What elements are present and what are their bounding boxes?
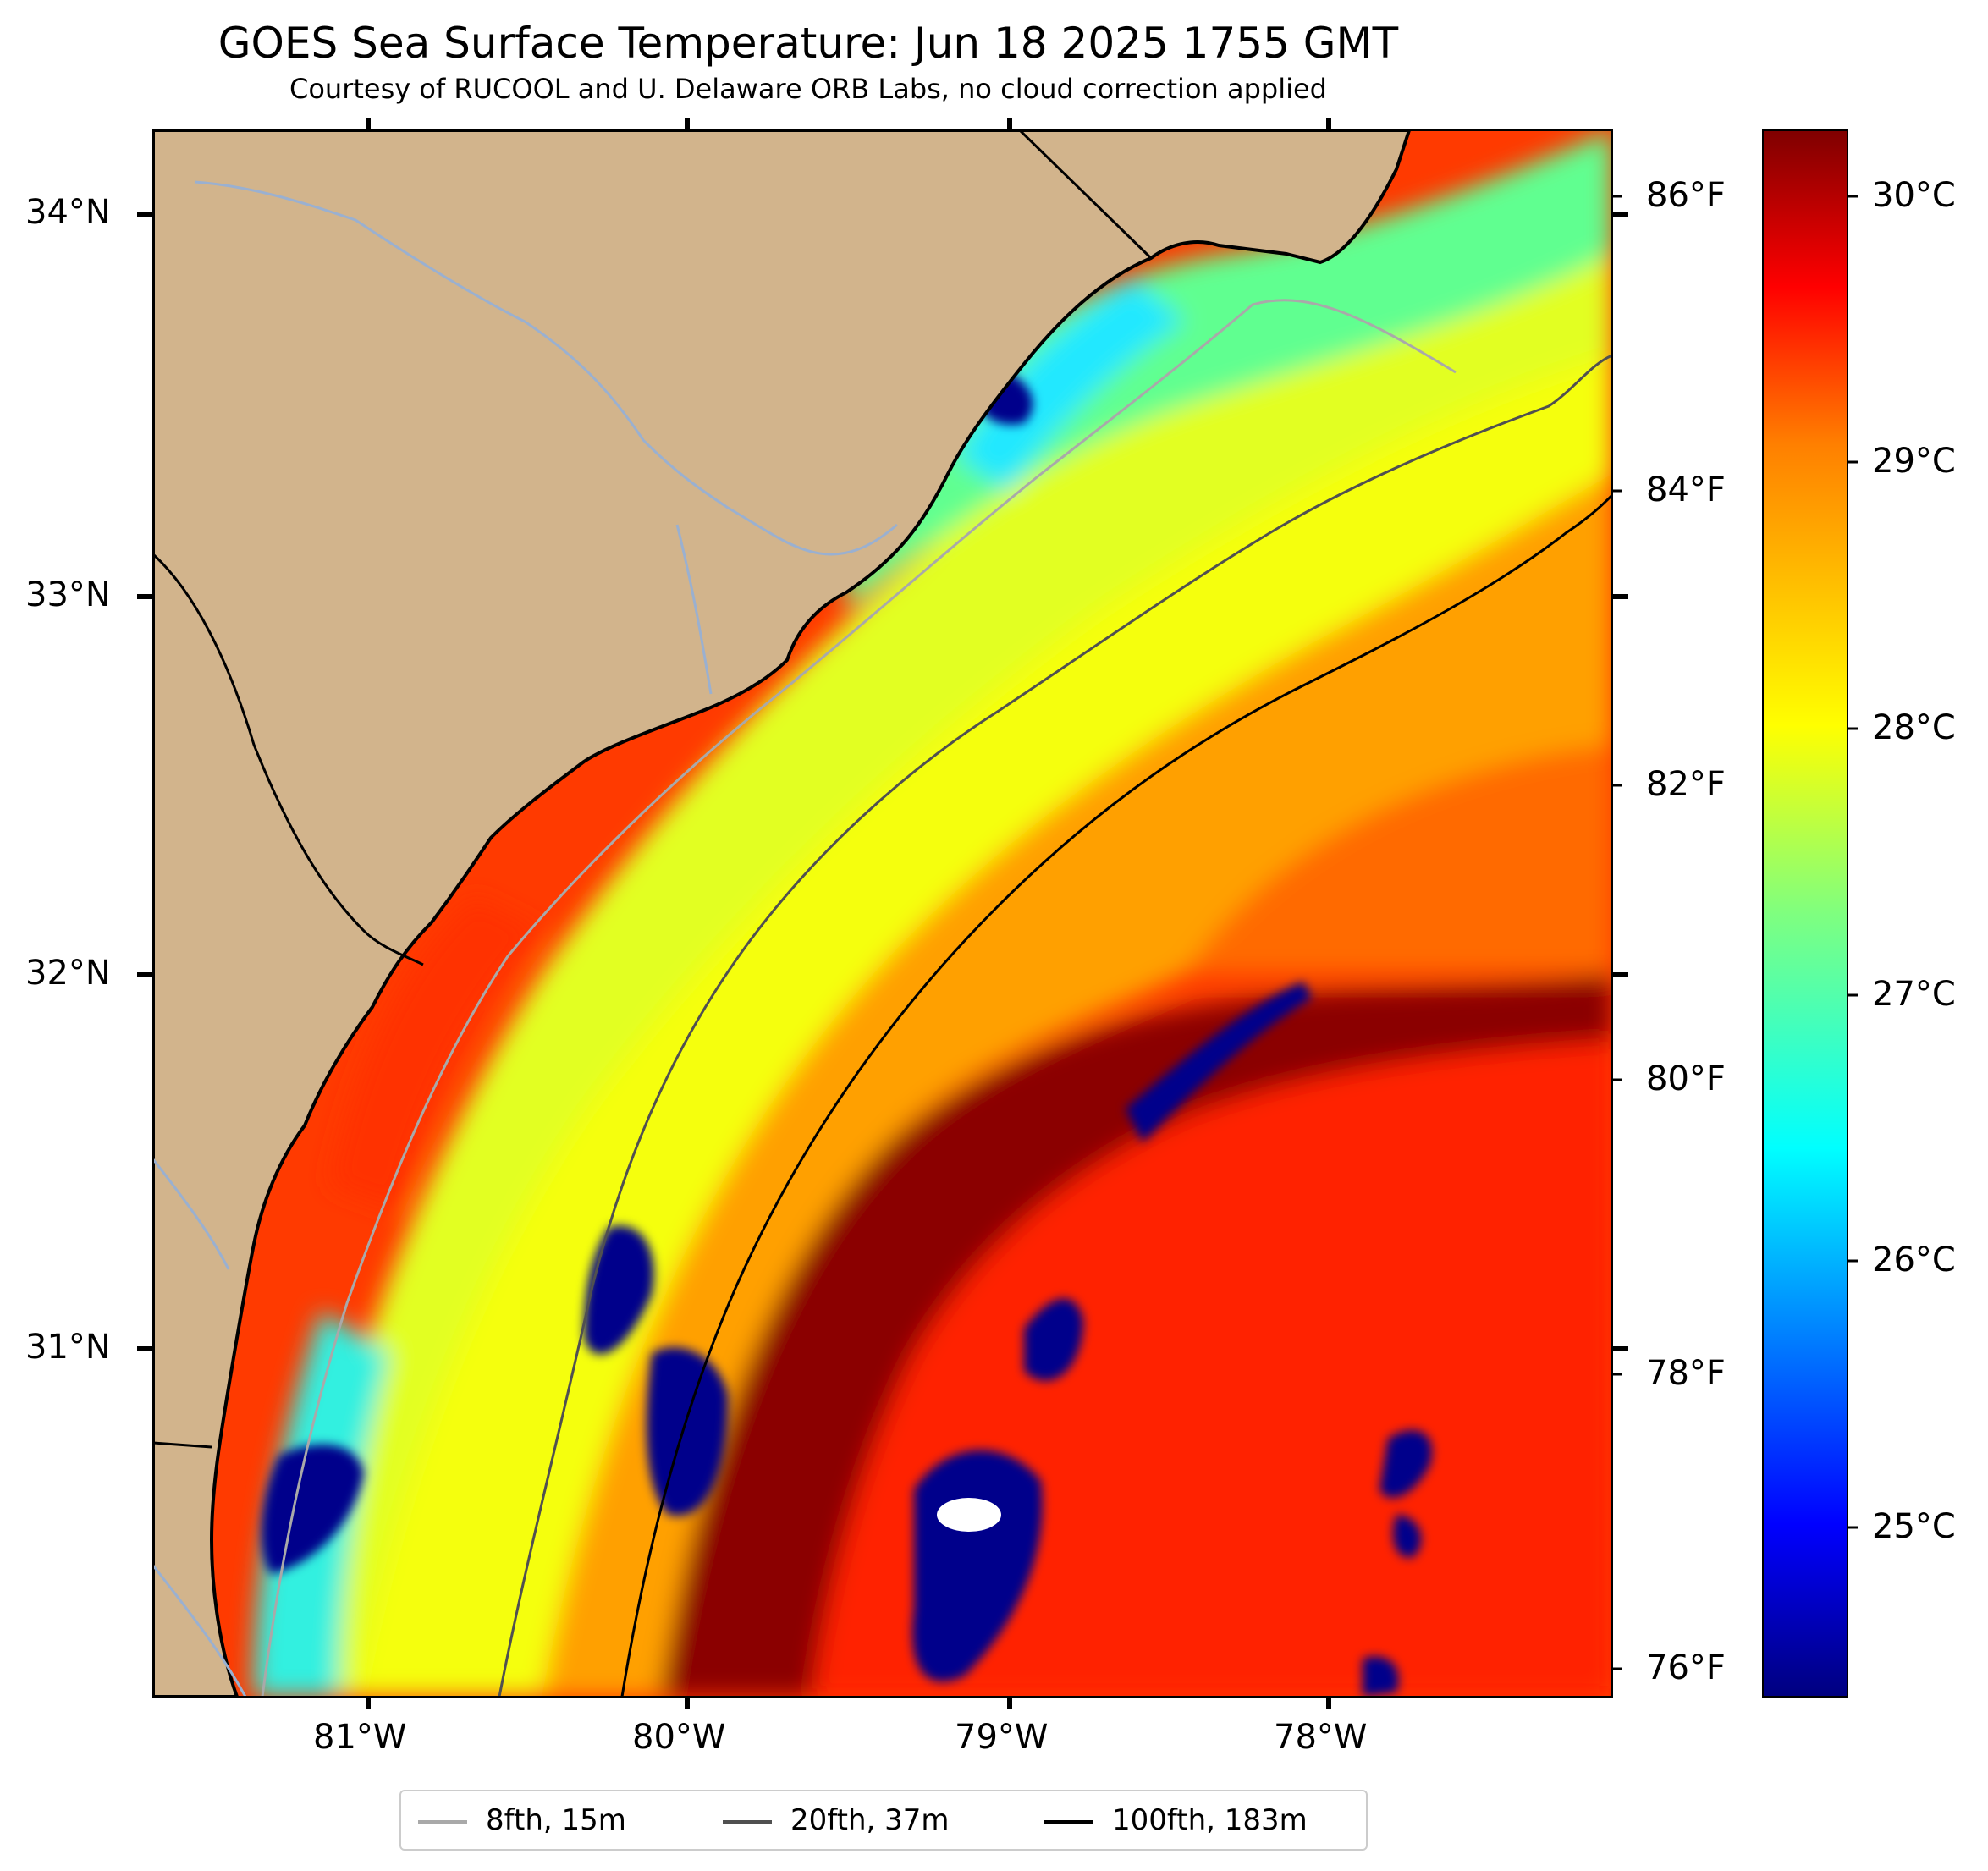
- fahrenheit-label-86: 86°F: [1646, 176, 1726, 215]
- celsius-label-26: 26°C: [1872, 1241, 1956, 1279]
- fahrenheit-label-84: 84°F: [1646, 471, 1726, 509]
- river-4: [153, 1565, 247, 1697]
- chart-title: GOES Sea Surface Temperature: Jun 18 202…: [218, 19, 1399, 68]
- celsius-label-28: 28°C: [1872, 708, 1956, 747]
- cold-filament-1: [1126, 982, 1312, 1142]
- lat-label-34n: 34°N: [25, 193, 111, 232]
- map-frame: [152, 129, 1613, 1698]
- cold-patch-8: [1393, 1515, 1422, 1558]
- legend: 8fth, 15m 20fth, 37m 100fth, 183m: [399, 1790, 1368, 1851]
- sst-orange-shelf: [542, 474, 1612, 1697]
- chart-subtitle: Courtesy of RUCOOL and U. Delaware ORB L…: [289, 73, 1327, 105]
- lat-label-31n: 31°N: [25, 1328, 111, 1367]
- sst-red-nearshore-mid: [330, 897, 542, 1210]
- celsius-label-30: 30°C: [1872, 176, 1956, 215]
- lon-label-80w: 80°W: [632, 1718, 726, 1757]
- state-border-nc-sc: [1018, 130, 1153, 260]
- contour-20fth: [498, 354, 1612, 1697]
- contour-8fth: [261, 299, 1457, 1697]
- fahrenheit-label-82: 82°F: [1646, 765, 1726, 804]
- sst-gulfstream-core: [660, 973, 1612, 1697]
- sst-nearshore-yellow: [279, 169, 1612, 1697]
- lat-label-33n: 33°N: [25, 575, 111, 614]
- celsius-label-29: 29°C: [1872, 442, 1956, 481]
- cold-eddy-4: [647, 1347, 728, 1516]
- sst-cool-nearshore-north: [846, 130, 1612, 609]
- river-3: [153, 1158, 230, 1270]
- lon-label-81w: 81°W: [313, 1718, 407, 1757]
- sst-band-orange-east: [1185, 745, 1612, 973]
- cold-patch-10: [1363, 1656, 1399, 1697]
- land: [153, 130, 1412, 1697]
- cloud-patch: [937, 1498, 1001, 1532]
- river-1: [194, 180, 898, 556]
- state-border-sc-ga: [153, 553, 424, 966]
- lon-label-79w: 79°W: [955, 1718, 1049, 1757]
- legend-swatch-20fth: [723, 1820, 772, 1824]
- celsius-label-27: 27°C: [1872, 975, 1956, 1014]
- legend-label-20fth: 20fth, 37m: [790, 1803, 950, 1837]
- state-border-ga-fl: [153, 1441, 212, 1449]
- legend-swatch-100fth: [1044, 1820, 1093, 1824]
- cold-patch-7: [1379, 1430, 1432, 1498]
- fahrenheit-label-76: 76°F: [1646, 1648, 1726, 1687]
- celsius-label-25: 25°C: [1872, 1507, 1956, 1546]
- legend-label-100fth: 100fth, 183m: [1112, 1803, 1308, 1837]
- contour-100fth: [620, 493, 1612, 1697]
- legend-swatch-8fth: [418, 1820, 467, 1824]
- sst-yellow-shelf: [355, 355, 1612, 1697]
- legend-label-8fth: 8fth, 15m: [486, 1803, 626, 1837]
- lat-label-32n: 32°N: [25, 954, 111, 993]
- colorbar: [1762, 129, 1848, 1698]
- fahrenheit-label-78: 78°F: [1646, 1354, 1726, 1393]
- river-2: [675, 524, 713, 695]
- cold-filament-2: [1024, 1298, 1083, 1381]
- fahrenheit-label-80: 80°F: [1646, 1059, 1726, 1098]
- lon-label-78w: 78°W: [1274, 1718, 1368, 1757]
- cold-eddy-5: [584, 1225, 654, 1355]
- sst-cyan-coast-north: [956, 279, 1185, 491]
